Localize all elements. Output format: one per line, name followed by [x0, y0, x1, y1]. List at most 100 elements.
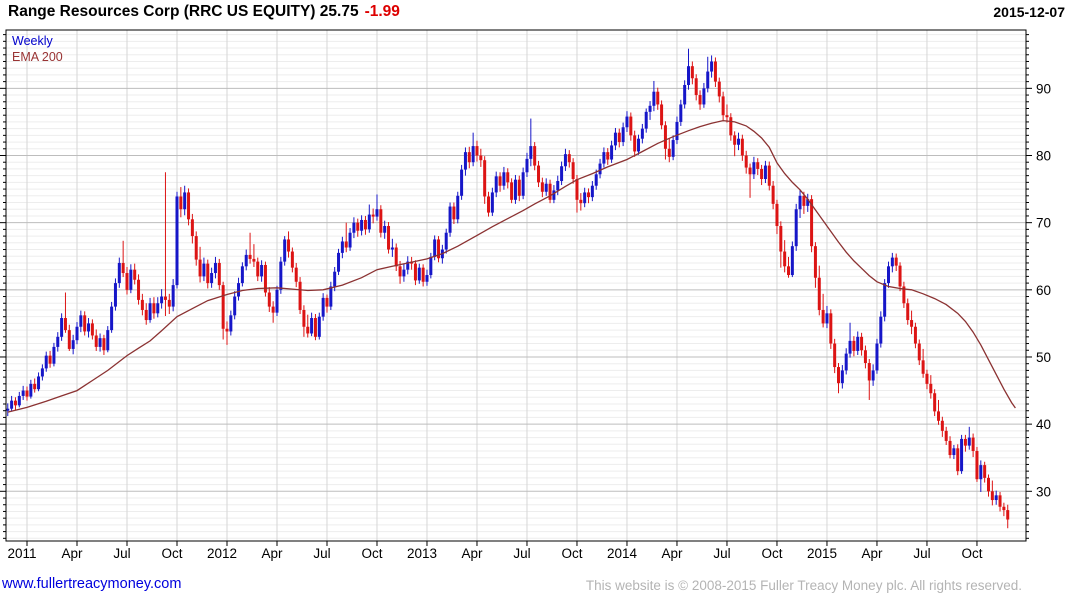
- candle: [367, 214, 371, 230]
- candle: [475, 146, 479, 156]
- candle: [402, 269, 406, 277]
- candle: [933, 393, 937, 412]
- candle: [952, 448, 956, 456]
- candle: [256, 261, 260, 277]
- candle: [194, 236, 198, 260]
- candle: [525, 158, 529, 173]
- candle: [40, 368, 44, 377]
- candle: [206, 263, 210, 284]
- candle: [971, 437, 975, 452]
- candle: [156, 303, 160, 314]
- candle: [690, 66, 694, 79]
- y-axis-labels: 30 40 50 60 70 80 90: [1036, 81, 1051, 499]
- candle: [913, 326, 917, 344]
- candle: [621, 127, 625, 143]
- candle: [63, 318, 67, 331]
- candle: [902, 286, 906, 304]
- candle: [783, 251, 787, 267]
- candle: [629, 116, 633, 136]
- candle: [390, 247, 394, 250]
- candle: [979, 465, 983, 480]
- x-tick-label: 2014: [607, 546, 638, 561]
- x-tick-label: 2012: [207, 546, 237, 561]
- candle: [479, 155, 483, 161]
- candle: [633, 135, 637, 152]
- candle: [144, 309, 148, 321]
- candle: [940, 420, 944, 431]
- candle: [275, 289, 279, 313]
- candle: [648, 105, 652, 112]
- candle: [875, 343, 879, 371]
- y-tick-label: 40: [1036, 417, 1051, 432]
- candle: [706, 71, 710, 89]
- site-link[interactable]: www.fullertreacymoney.com: [2, 576, 182, 592]
- candle: [602, 152, 606, 164]
- candle: [871, 370, 875, 381]
- candle: [244, 254, 248, 267]
- candle: [383, 226, 387, 233]
- candle: [33, 383, 37, 390]
- candle: [75, 326, 79, 341]
- candle: [790, 246, 794, 276]
- candle: [567, 154, 571, 163]
- candle: [687, 66, 691, 85]
- candle: [433, 239, 437, 257]
- candle: [140, 299, 144, 310]
- candle: [756, 162, 760, 169]
- candle: [729, 117, 733, 136]
- candle: [463, 152, 467, 170]
- legend-weekly-label: Weekly: [12, 34, 53, 48]
- candle: [263, 264, 267, 293]
- candle: [844, 353, 848, 371]
- candle: [317, 316, 321, 337]
- candle: [13, 400, 17, 406]
- candle: [771, 185, 775, 204]
- x-tick-label: 2013: [407, 546, 437, 561]
- candle: [794, 209, 798, 247]
- price-change: -1.99: [364, 3, 400, 20]
- candle: [894, 257, 898, 266]
- candle: [637, 138, 641, 152]
- candle: [175, 196, 179, 286]
- x-tick-label: Oct: [961, 546, 982, 561]
- candle: [775, 203, 779, 227]
- candle: [1006, 510, 1010, 520]
- candle: [533, 146, 537, 166]
- candle: [48, 355, 52, 364]
- candle: [983, 465, 987, 478]
- x-tick-label: Jul: [913, 546, 930, 561]
- candle: [944, 430, 948, 441]
- candle: [644, 111, 648, 129]
- candle: [444, 232, 448, 250]
- candle: [287, 239, 291, 252]
- candle: [106, 330, 110, 351]
- candle: [906, 303, 910, 321]
- candle: [344, 241, 348, 248]
- x-tick-label: Oct: [361, 546, 382, 561]
- candle: [798, 195, 802, 210]
- candle: [360, 219, 364, 231]
- candle: [94, 335, 98, 347]
- candle: [683, 84, 687, 105]
- candle: [513, 179, 517, 200]
- candle: [937, 411, 941, 421]
- candle: [748, 167, 752, 175]
- candle: [310, 318, 314, 334]
- candle: [340, 241, 344, 253]
- candle: [490, 192, 494, 213]
- candle: [863, 350, 867, 364]
- candle: [552, 190, 556, 200]
- x-tick-label: Apr: [661, 546, 683, 561]
- candle: [83, 315, 87, 332]
- candle: [448, 206, 452, 233]
- candle: [90, 323, 94, 336]
- candle: [548, 183, 552, 200]
- candle: [721, 96, 725, 116]
- candle: [813, 246, 817, 278]
- x-tick-label: Jul: [113, 546, 130, 561]
- candle: [887, 266, 891, 284]
- axis-ticks: [0, 34, 1032, 546]
- candle: [671, 140, 675, 157]
- candle: [856, 336, 860, 351]
